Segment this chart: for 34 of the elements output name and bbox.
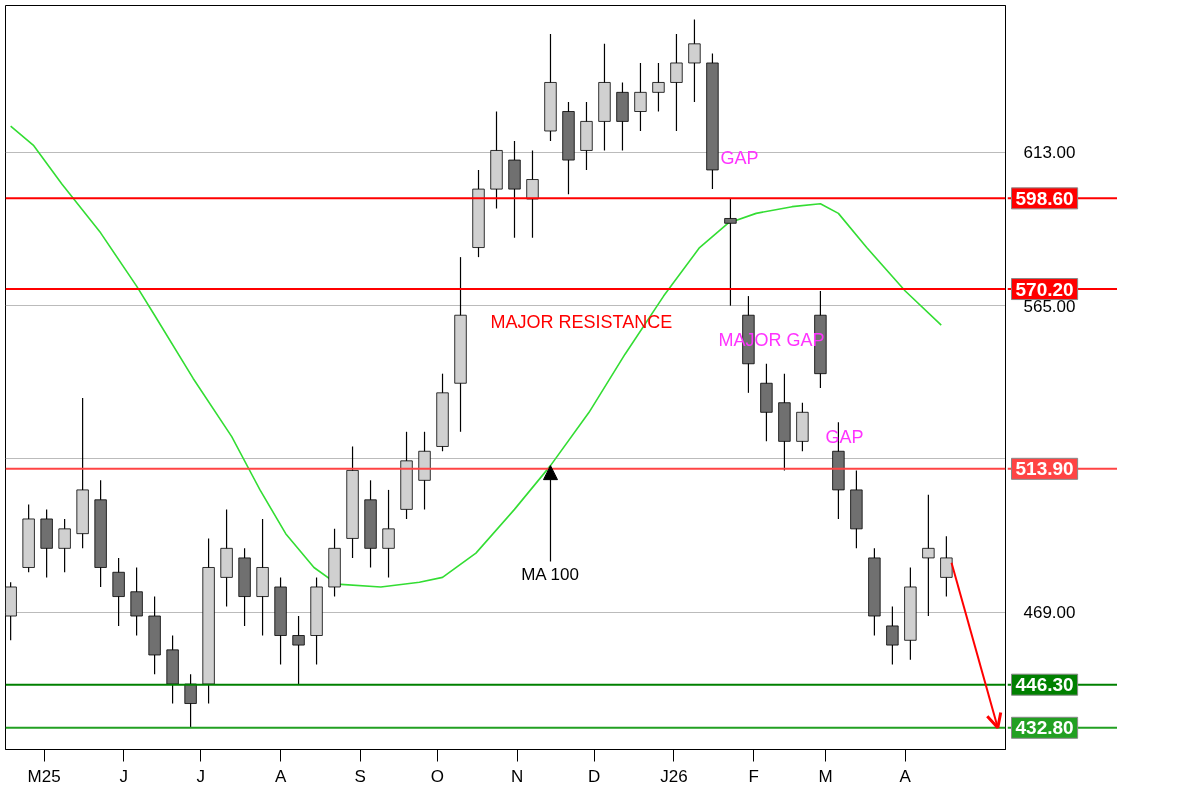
x-tick-label: J (196, 766, 206, 786)
candlestick (670, 33, 683, 132)
y-tick-label: 469.00 (1023, 603, 1076, 623)
ref-line-label: 513.90 (1015, 458, 1074, 480)
y-tick-label: 613.00 (1023, 143, 1076, 163)
candlestick (634, 62, 647, 132)
ref-line-label: 432.80 (1015, 717, 1074, 739)
x-tick-label: F (748, 766, 759, 786)
line-series (9, 125, 943, 588)
ref-line-label: 446.30 (1015, 674, 1074, 696)
x-tick-label: A (274, 766, 287, 786)
text: MA 100 (521, 565, 579, 585)
x-tick-label: J (119, 766, 128, 786)
x-tick-label: M (818, 766, 833, 786)
candlestick (184, 673, 197, 729)
candlestick (724, 198, 737, 307)
ref-line-label: 598.60 (1015, 187, 1074, 209)
x-tick-label: A (899, 766, 912, 786)
x-tick-label: O (430, 766, 444, 786)
candlestick (688, 18, 701, 103)
candlestick (922, 494, 935, 617)
candlestick (652, 62, 665, 113)
x-tick-label: D (588, 766, 601, 786)
x-tick-label: N (510, 766, 524, 786)
x-tick-label: J26 (660, 766, 688, 786)
candlestick (382, 489, 395, 578)
x-tick-label: S (354, 766, 366, 786)
candlestick (292, 615, 305, 685)
candlestick (886, 605, 899, 666)
candlestick (940, 535, 953, 598)
x-tick-label: M25 (27, 766, 61, 786)
candlestick (58, 518, 71, 573)
candlestick (526, 149, 539, 239)
annotation: GAP (720, 148, 759, 169)
